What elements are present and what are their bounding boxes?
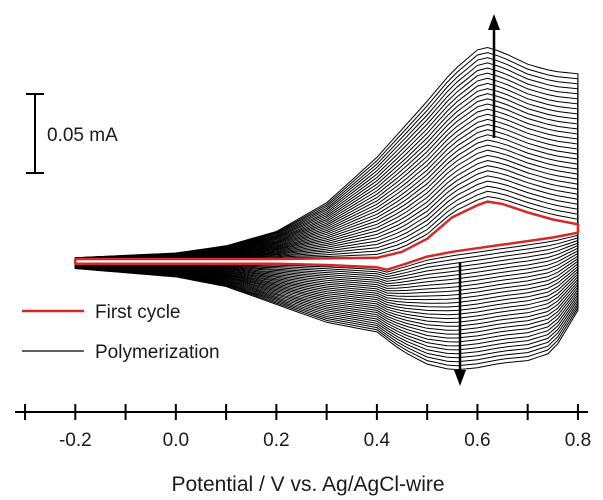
x-axis-title: Potential / V vs. Ag/AgCl-wire	[171, 473, 444, 496]
current-scale-bar: 0.05 mA	[26, 93, 118, 174]
legend-label-polymerization: Polymerization	[95, 342, 220, 363]
x-tick-label: -0.2	[59, 430, 92, 451]
trend-arrows	[454, 14, 500, 386]
first-cycle-curve	[74, 200, 580, 271]
x-tick-label: 0.0	[163, 430, 189, 451]
polymerization-cycle-19	[74, 103, 579, 327]
legend: First cycle Polymerization	[22, 302, 220, 363]
up-arrow-head	[488, 14, 500, 30]
x-tick-label: 0.6	[464, 430, 490, 451]
x-axis: -0.2 0.0 0.2 0.4 0.6 0.8	[15, 404, 591, 451]
first-cycle-curve-group	[74, 200, 580, 271]
down-arrow-head	[454, 370, 466, 386]
x-tick-label: 0.8	[565, 430, 591, 451]
x-tick-label: 0.4	[364, 430, 391, 451]
legend-label-first-cycle: First cycle	[95, 302, 181, 323]
polymerization-curves	[74, 46, 579, 371]
polymerization-cycle-30	[74, 46, 579, 371]
x-tick-label: 0.2	[263, 430, 289, 451]
scale-bar-label: 0.05 mA	[47, 125, 118, 146]
